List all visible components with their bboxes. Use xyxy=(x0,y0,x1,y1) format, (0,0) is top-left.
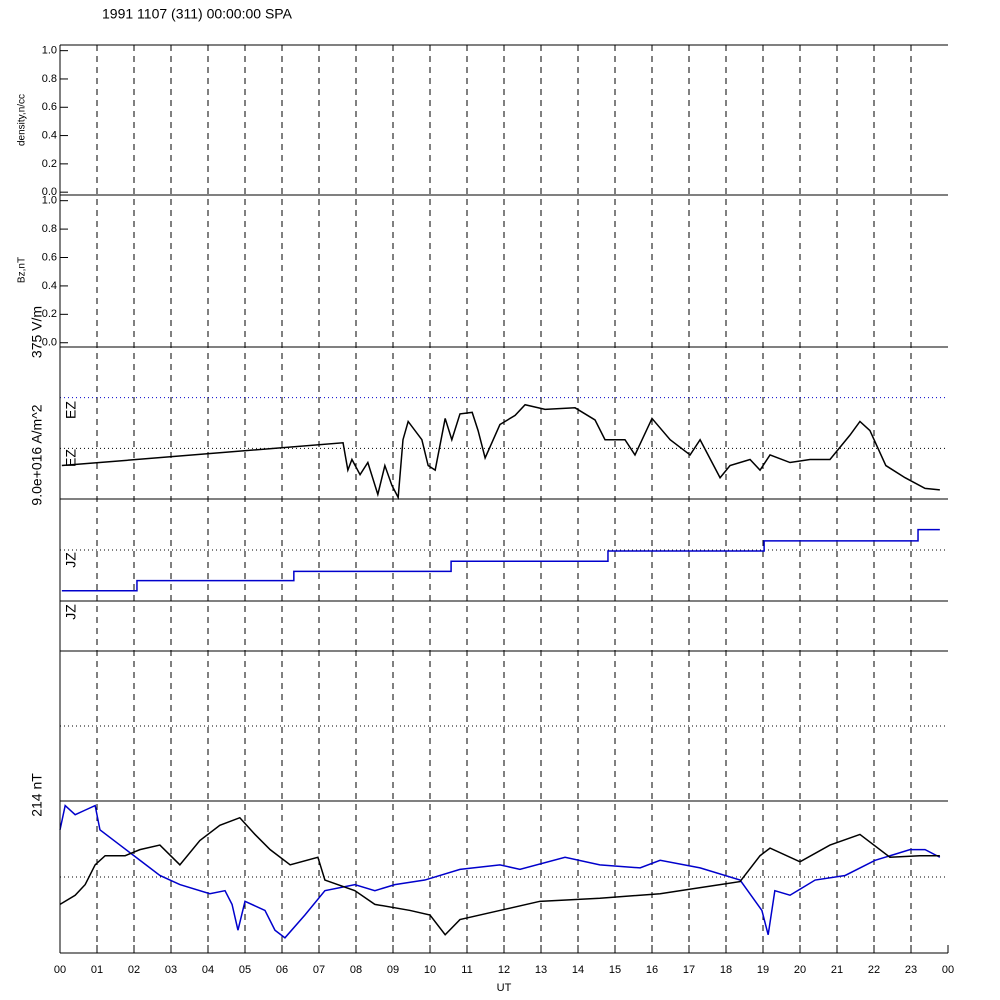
y-tick-label: 0.2 xyxy=(42,158,57,170)
y-tick-label: 0.2 xyxy=(42,308,57,320)
x-tick-label: 02 xyxy=(128,964,140,976)
x-tick-label: 01 xyxy=(91,964,103,976)
data-line xyxy=(61,528,940,592)
y-tick-label: 0.6 xyxy=(42,251,57,263)
y-tick-label: 1.0 xyxy=(42,195,57,207)
x-tick-label: 10 xyxy=(424,964,436,976)
x-tick-label: 15 xyxy=(609,964,621,976)
y-axis-label: 214 nT xyxy=(29,773,45,817)
y-tick-label: 0.4 xyxy=(42,280,57,292)
x-tick-label: 05 xyxy=(239,964,251,976)
x-tick-label: 03 xyxy=(165,964,177,976)
y-axis-label: 375 V/m xyxy=(29,306,45,358)
x-tick-label: 14 xyxy=(572,964,584,976)
chart-title: 1991 1107 (311) 00:00:00 SPA xyxy=(102,6,293,22)
x-tick-label: 22 xyxy=(868,964,880,976)
x-tick-label: 00 xyxy=(54,964,66,976)
y-axis-label: Bz,nT xyxy=(17,257,28,283)
x-tick-label: 18 xyxy=(720,964,732,976)
x-tick-label: 19 xyxy=(757,964,769,976)
data-line xyxy=(59,804,941,939)
data-line xyxy=(59,816,940,936)
panel-label: JZ xyxy=(63,552,79,568)
x-tick-label: 23 xyxy=(905,964,917,976)
y-tick-label: 1.0 xyxy=(42,45,57,57)
x-tick-label: 21 xyxy=(831,964,843,976)
x-tick-label: 16 xyxy=(646,964,658,976)
x-tick-label: 07 xyxy=(313,964,325,976)
y-tick-label: 0.8 xyxy=(42,223,57,235)
panel-label: JZ xyxy=(63,604,79,620)
panel-label: EZ xyxy=(63,401,79,419)
x-tick-label: 08 xyxy=(350,964,362,976)
x-tick-label: 11 xyxy=(461,964,472,976)
y-tick-label: 0.6 xyxy=(42,101,57,113)
x-tick-label: 09 xyxy=(387,964,399,976)
x-tick-label: 13 xyxy=(535,964,547,976)
data-line xyxy=(61,403,940,501)
x-tick-label: 00 xyxy=(942,964,954,976)
y-axis-label: 9.0e+016 A/m^2 xyxy=(29,404,45,505)
x-tick-label: 04 xyxy=(202,964,214,976)
x-tick-label: 20 xyxy=(794,964,806,976)
x-tick-label: 12 xyxy=(498,964,510,976)
y-tick-label: 0.0 xyxy=(42,337,57,349)
y-axis-label: density,n/cc xyxy=(17,94,28,146)
y-tick-label: 0.4 xyxy=(42,129,57,141)
x-tick-label: 17 xyxy=(683,964,695,976)
panel-label: EZ xyxy=(63,449,79,467)
y-tick-label: 0.8 xyxy=(42,73,57,85)
x-tick-label: 06 xyxy=(276,964,288,976)
y-tick-label: 0.0 xyxy=(42,186,57,198)
x-axis-label: UT xyxy=(497,982,512,994)
